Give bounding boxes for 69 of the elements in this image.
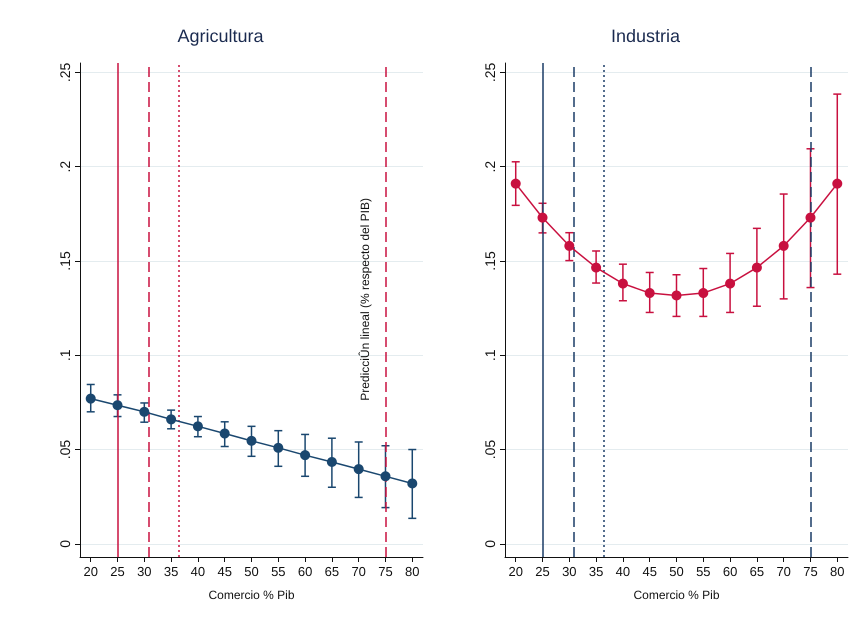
point [86,394,96,404]
y-tick-label: 0 [482,540,498,548]
y-tick-label: .25 [482,62,498,82]
x-tick-label: 60 [722,564,738,579]
y-tick-label: .1 [482,349,498,362]
x-tick-label: 70 [776,564,791,579]
point [273,442,284,453]
y-tick-label: .05 [482,440,498,460]
point [354,464,364,474]
point [698,288,708,298]
point [300,450,310,460]
x-tick-label: 45 [217,564,232,579]
y-tick-label: .2 [482,160,498,173]
point [192,421,203,432]
point [725,278,736,289]
point [139,406,150,417]
point [644,288,655,298]
x-axis-title: Comercio % Pib [633,588,720,602]
point [380,471,390,482]
x-tick-label: 65 [750,564,764,579]
x-axis-title: Comercio % Pib [208,588,295,602]
point [326,456,337,467]
y-tick-label: 0 [57,540,73,548]
point [407,478,418,488]
point [166,414,176,424]
point [510,178,521,189]
point [832,178,842,189]
x-tick-label: 30 [137,564,152,579]
point [778,240,789,251]
point [538,212,548,223]
x-tick-label: 75 [378,564,393,579]
point [564,240,574,251]
point [805,212,816,223]
point [591,262,602,273]
x-tick-label: 35 [164,564,178,579]
y-tick-label: .2 [57,160,73,173]
y-tick-label: .1 [57,349,73,362]
y-tick-label: .15 [57,251,73,271]
x-tick-label: 65 [324,564,340,579]
point [112,400,123,410]
x-tick-label: 55 [271,564,286,579]
x-tick-label: 80 [830,564,845,579]
x-tick-label: 45 [642,564,657,579]
x-tick-label: 25 [110,564,125,579]
x-tick-label: 50 [244,564,259,579]
x-tick-label: 20 [508,564,523,579]
y-tick-label: .05 [57,440,73,460]
x-tick-label: 30 [562,564,577,579]
chart-title: Industria [610,26,682,46]
x-tick-label: 35 [588,564,604,579]
y-tick-label: .25 [57,62,73,82]
chart-title: Agricultura [177,26,264,46]
point [618,278,628,289]
x-tick-label: 50 [669,564,684,579]
x-tick-label: 40 [190,564,206,579]
annotation: PredicciÛn lineal (% respecto del PIB) [358,198,372,401]
x-tick-label: 25 [535,564,550,579]
x-tick-label: 80 [405,564,420,579]
x-tick-label: 60 [298,564,312,579]
x-tick-label: 55 [696,564,711,579]
point [220,428,230,438]
x-tick-label: 40 [616,564,630,579]
x-tick-label: 70 [351,564,366,579]
x-tick-label: 20 [83,564,98,579]
point [752,262,762,273]
point [672,290,682,300]
point [246,436,256,446]
x-tick-label: 75 [803,564,818,579]
y-tick-label: .15 [482,251,498,271]
